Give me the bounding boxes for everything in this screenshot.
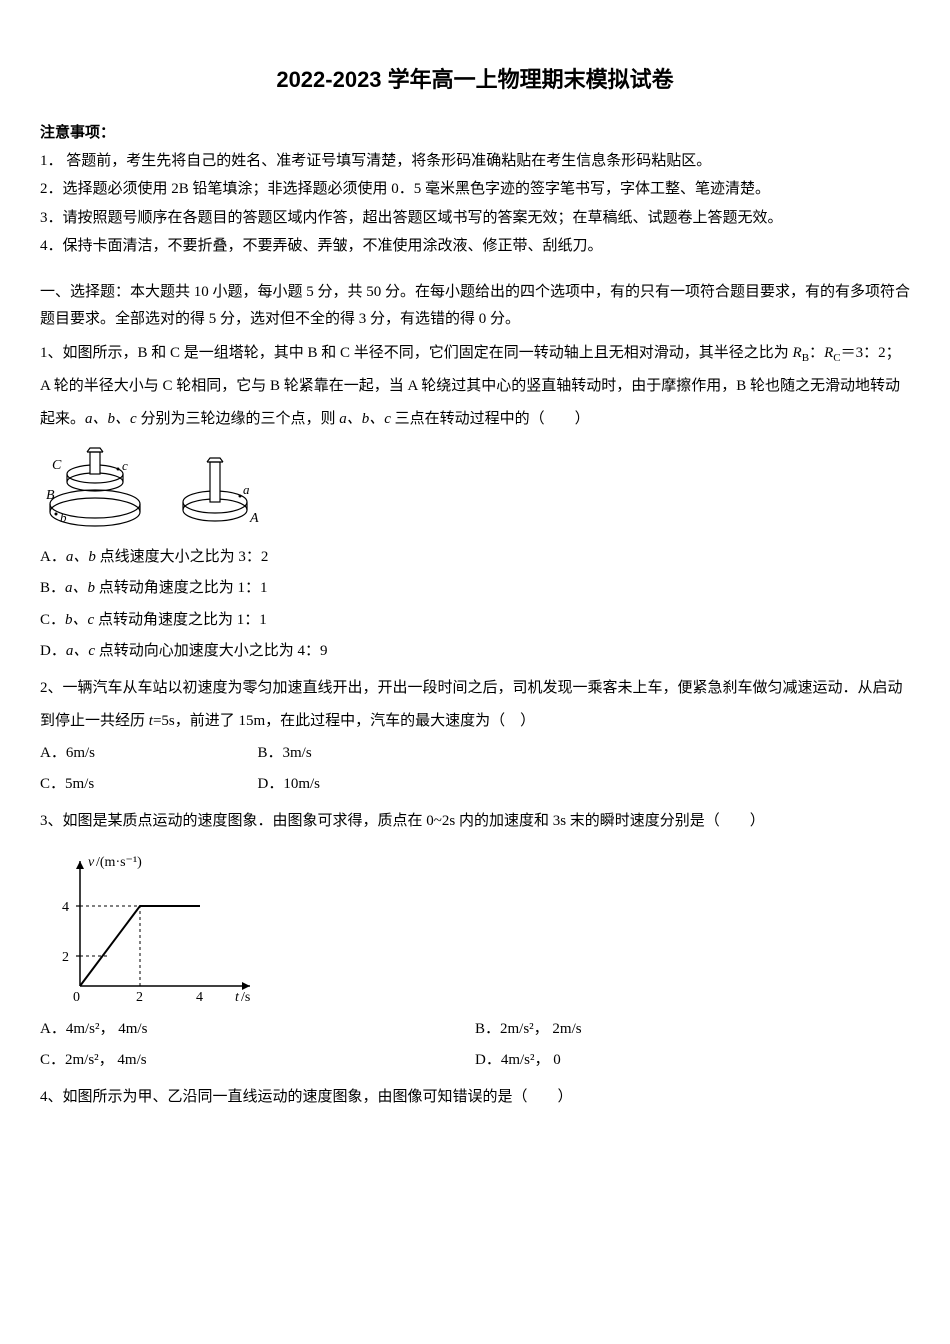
q1-A-text: 点线速度大小之比为 3：2 bbox=[100, 549, 269, 565]
q1-text-3: 分别为三轮边缘的三个点，则 bbox=[137, 411, 340, 427]
q1-abc-2: a、b、c bbox=[339, 411, 391, 427]
notice-3: 3．请按照题号顺序在各题目的答题区域内作答，超出答题区域书写的答案无效；在草稿纸… bbox=[40, 204, 910, 233]
q3-option-D: D．4m/s²， 0 bbox=[475, 1045, 910, 1077]
q1-R2: R bbox=[824, 345, 833, 361]
q2-option-D: D．10m/s bbox=[258, 769, 476, 801]
q1-figure: C B c b A a bbox=[40, 444, 910, 534]
q3-option-A: A．4m/s²， 4m/s bbox=[40, 1014, 475, 1046]
q1-A-vars: a、b bbox=[66, 549, 96, 565]
svg-text:4: 4 bbox=[196, 990, 203, 1005]
q2-option-C: C．5m/s bbox=[40, 769, 258, 801]
svg-text:4: 4 bbox=[62, 900, 69, 915]
q1-C-text: 点转动角速度之比为 1：1 bbox=[98, 612, 267, 628]
q2-option-A: A．6m/s bbox=[40, 738, 258, 770]
q1-option-B: B．a、b 点转动角速度之比为 1：1 bbox=[40, 573, 910, 605]
question-4: 4、如图所示为甲、乙沿同一直线运动的速度图象，由图像可知错误的是（ ） bbox=[40, 1081, 910, 1114]
q1-text-4: 三点在转动过程中的（ ） bbox=[391, 411, 590, 427]
q1-R1: R bbox=[793, 345, 802, 361]
q1-option-A: A．a、b 点线速度大小之比为 3：2 bbox=[40, 542, 910, 574]
q1-B-text: 点转动角速度之比为 1：1 bbox=[99, 580, 268, 596]
notice-4: 4．保持卡面清洁，不要折叠，不要弄破、弄皱，不准使用涂改液、修正带、刮纸刀。 bbox=[40, 232, 910, 261]
q1-B-vars: a、b bbox=[65, 580, 95, 596]
svg-text:v: v bbox=[88, 855, 95, 870]
page-title: 2022-2023 学年高一上物理期末模拟试卷 bbox=[40, 60, 910, 100]
q1-D-text: 点转动向心加速度大小之比为 4：9 bbox=[99, 643, 328, 659]
q3-figure: 2 4 0 2 4 v /(m·s⁻¹) t /s bbox=[40, 846, 910, 1006]
tower-wheel-diagram: C B c b A a bbox=[40, 444, 265, 534]
q3-options-row1: A．4m/s²， 4m/s B．2m/s²， 2m/s bbox=[40, 1014, 910, 1046]
svg-text:a: a bbox=[243, 482, 250, 497]
q2-text-2: =5s，前进了 15m，在此过程中，汽车的最大速度为（ ） bbox=[153, 713, 535, 729]
notice-2: 2．选择题必须使用 2B 铅笔填涂；非选择题必须使用 0．5 毫米黑色字迹的签字… bbox=[40, 175, 910, 204]
q1-C-vars: b、c bbox=[65, 612, 94, 628]
svg-text:c: c bbox=[122, 458, 128, 473]
q1-text-1: 1、如图所示，B 和 C 是一组塔轮，其中 B 和 C 半径不同，它们固定在同一… bbox=[40, 345, 793, 361]
notice-1: 1． 答题前，考生先将自己的姓名、准考证号填写清楚，将条形码准确粘贴在考生信息条… bbox=[40, 147, 910, 176]
question-3: 3、如图是某质点运动的速度图象．由图象可求得，质点在 0~2s 内的加速度和 3… bbox=[40, 805, 910, 838]
svg-text:A: A bbox=[249, 511, 259, 526]
svg-text:C: C bbox=[52, 458, 62, 473]
svg-text:b: b bbox=[60, 510, 67, 525]
q3-options-row2: C．2m/s²， 4m/s D．4m/s²， 0 bbox=[40, 1045, 910, 1077]
svg-text:2: 2 bbox=[62, 950, 69, 965]
svg-text:t: t bbox=[235, 990, 240, 1005]
q3-option-C: C．2m/s²， 4m/s bbox=[40, 1045, 475, 1077]
q1-option-C: C．b、c 点转动角速度之比为 1：1 bbox=[40, 605, 910, 637]
q2-options-row1: A．6m/s B．3m/s bbox=[40, 738, 910, 770]
question-2: 2、一辆汽车从车站以初速度为零匀加速直线开出，开出一段时间之后，司机发现一乘客未… bbox=[40, 672, 910, 738]
velocity-time-graph: 2 4 0 2 4 v /(m·s⁻¹) t /s bbox=[40, 846, 270, 1006]
svg-text:B: B bbox=[46, 488, 55, 503]
q1-R2-sub: C bbox=[833, 352, 840, 364]
notice-header: 注意事项： bbox=[40, 120, 910, 147]
q1-abc-1: a、b、c bbox=[85, 411, 137, 427]
question-1: 1、如图所示，B 和 C 是一组塔轮，其中 B 和 C 半径不同，它们固定在同一… bbox=[40, 337, 910, 436]
q1-D-vars: a、c bbox=[66, 643, 95, 659]
section-intro: 一、选择题：本大题共 10 小题，每小题 5 分，共 50 分。在每小题给出的四… bbox=[40, 279, 910, 333]
q2-options-row2: C．5m/s D．10m/s bbox=[40, 769, 910, 801]
q2-option-B: B．3m/s bbox=[258, 738, 476, 770]
q1-option-D: D．a、c 点转动向心加速度大小之比为 4：9 bbox=[40, 636, 910, 668]
svg-text:/(m·s⁻¹): /(m·s⁻¹) bbox=[96, 855, 142, 870]
svg-text:2: 2 bbox=[136, 990, 143, 1005]
q1-R1-sub: B bbox=[802, 352, 809, 364]
q3-option-B: B．2m/s²， 2m/s bbox=[475, 1014, 910, 1046]
svg-text:/s: /s bbox=[241, 990, 250, 1005]
svg-text:0: 0 bbox=[73, 990, 80, 1005]
